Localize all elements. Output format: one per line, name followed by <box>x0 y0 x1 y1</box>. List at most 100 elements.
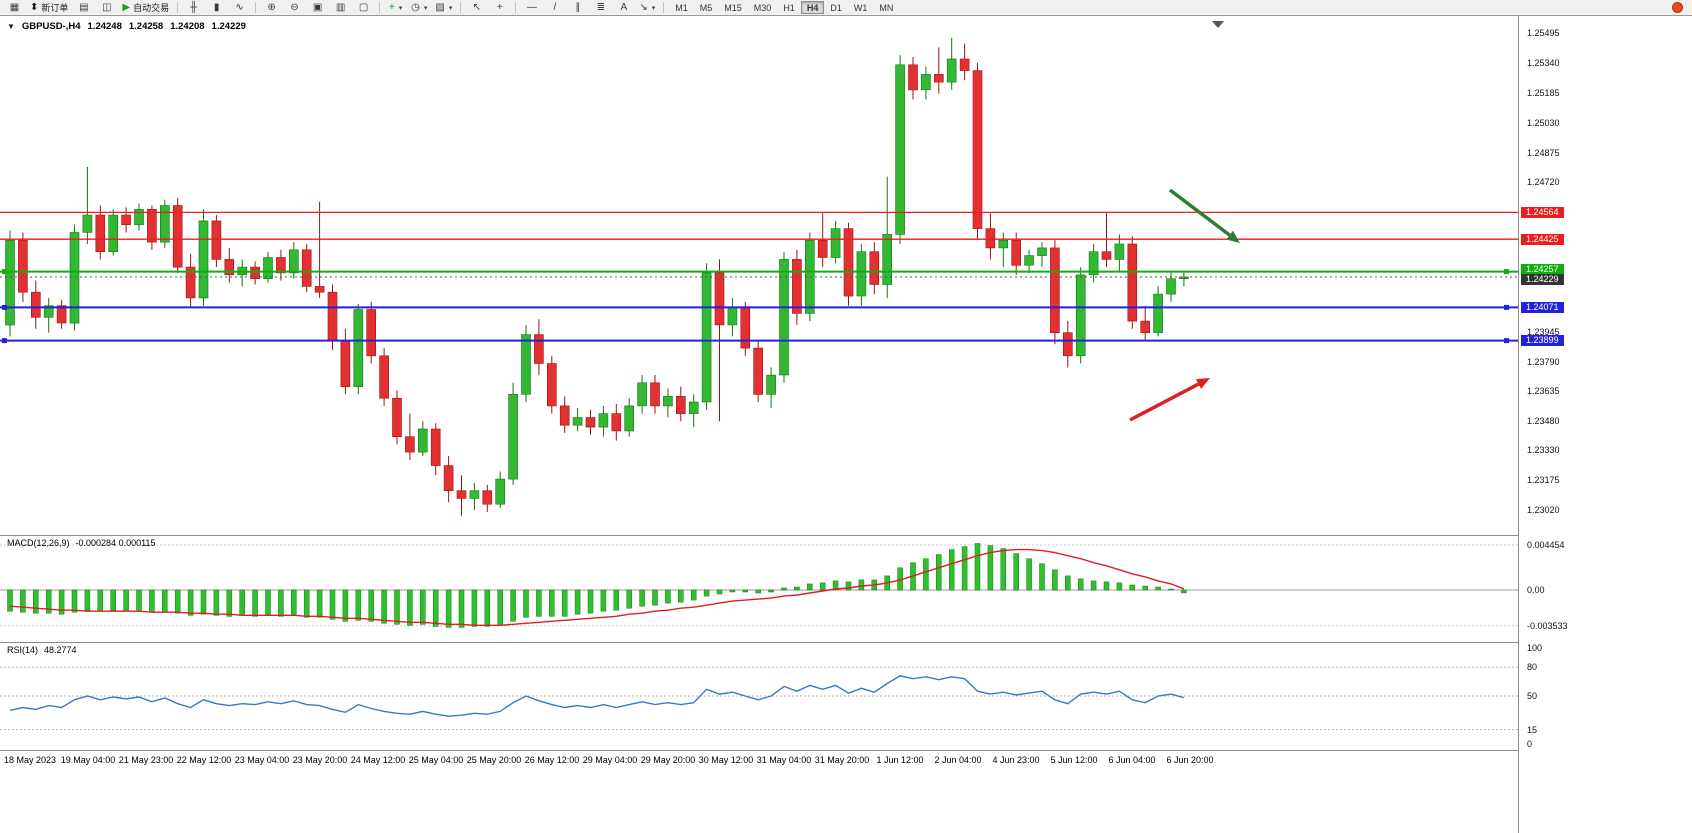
chart-shift-marker[interactable] <box>1212 21 1224 28</box>
timeframe-m5[interactable]: M5 <box>694 1 719 14</box>
timeframe-m1[interactable]: M1 <box>669 1 694 14</box>
green-arrow[interactable] <box>1168 188 1231 237</box>
periods-icon[interactable]: ◷ ▾ <box>408 0 430 15</box>
ohlc-high: 1.24258 <box>128 21 164 32</box>
macd-panel-canvas[interactable] <box>0 536 1518 642</box>
crosshair-icon[interactable]: + <box>489 0 510 15</box>
cursor-icon[interactable]: ↖ <box>466 0 487 15</box>
community-notification-icon[interactable] <box>1667 0 1688 15</box>
periods-icon-caret[interactable]: ▾ <box>423 4 428 12</box>
time-axis[interactable]: 18 May 2023 19 May 04:00 21 May 23:00 22 Ma… <box>0 751 1518 769</box>
candle-body <box>276 257 286 274</box>
candle-body <box>405 436 415 453</box>
macd-histogram-bar <box>549 589 555 617</box>
zoom-out-icon-glyph: ⊖ <box>290 2 299 13</box>
zoom-out-icon[interactable]: ⊖ <box>284 0 305 15</box>
fibonacci-icon[interactable]: ≣ <box>590 0 611 15</box>
line-handle[interactable] <box>2 338 7 344</box>
candle-body <box>637 382 647 407</box>
new-order-button[interactable]: ⬍ 新订单 <box>27 0 71 15</box>
ohlc-close: 1.24229 <box>211 21 246 32</box>
arrow-objects-icon[interactable]: ↘ ▾ <box>636 0 658 15</box>
tile-windows-icon[interactable]: ▣ <box>307 0 328 15</box>
price-axis-label: 1.25495 <box>1527 28 1560 38</box>
timeframe-h1[interactable]: H1 <box>777 1 801 14</box>
macd-histogram-bar <box>174 589 181 614</box>
panel-separator[interactable] <box>0 535 1692 536</box>
macd-histogram-bar <box>149 589 155 613</box>
new-chart-icon[interactable]: ▦ <box>4 0 25 15</box>
line-handle[interactable] <box>1504 269 1509 275</box>
candle-body <box>379 355 389 399</box>
templates-icon[interactable]: ▨ ▾ <box>432 0 455 15</box>
macd-histogram-bar <box>1181 589 1187 594</box>
line-handle[interactable] <box>2 269 7 275</box>
candle-body <box>869 251 880 285</box>
macd-histogram-bar <box>510 589 516 622</box>
text-label-icon[interactable]: A <box>613 0 634 15</box>
timeframe-m30[interactable]: M30 <box>748 1 778 14</box>
green-arrow-head <box>1226 230 1240 243</box>
macd-histogram-bar <box>329 589 336 620</box>
auto-arrange-icon[interactable]: ▥ <box>330 0 351 15</box>
market-watch-icon[interactable]: ▤ <box>73 0 94 15</box>
panel-separator[interactable] <box>0 642 1692 643</box>
panel-separator[interactable] <box>0 750 1692 751</box>
macd-histogram-bar <box>845 581 852 591</box>
macd-histogram-bar <box>381 589 387 624</box>
line-handle[interactable] <box>1504 338 1509 344</box>
price-axis-label: 1.23020 <box>1527 505 1560 515</box>
indicators-icon[interactable]: + ▾ <box>385 0 406 15</box>
templates-icon-caret[interactable]: ▾ <box>448 4 453 12</box>
candle-body <box>753 347 764 395</box>
candlestick-chart-icon[interactable]: ▮ <box>206 0 227 15</box>
timeframe-h4[interactable]: H4 <box>800 1 825 14</box>
one-click-trading-icon[interactable]: ▼ <box>7 22 15 31</box>
macd-histogram-bar <box>729 589 736 593</box>
candle-body <box>1063 332 1073 357</box>
timeframe-w1[interactable]: W1 <box>848 1 874 14</box>
candle-body <box>779 259 789 376</box>
timeframe-m15[interactable]: M15 <box>718 1 748 14</box>
horizontal-line-icon[interactable]: — <box>521 0 542 15</box>
candle-body <box>959 58 970 71</box>
macd-histogram-bar <box>1013 553 1019 591</box>
timeframe-d1[interactable]: D1 <box>824 1 848 14</box>
macd-histogram-bar <box>639 589 645 607</box>
arrow-objects-icon-caret[interactable]: ▾ <box>651 4 656 12</box>
track-chart-icon[interactable]: ▢ <box>353 0 374 15</box>
equidistant-channel-icon[interactable]: ∥ <box>567 0 588 15</box>
line-handle[interactable] <box>2 304 7 310</box>
autotrading-button[interactable]: ▶ 自动交易 <box>119 0 172 15</box>
macd-histogram-bar <box>974 543 981 591</box>
time-axis-label: 31 May 04:00 <box>756 755 812 765</box>
macd-histogram-bar <box>561 589 568 617</box>
red-arrow[interactable] <box>1129 382 1200 422</box>
line-chart-icon[interactable]: ∿ <box>229 0 250 15</box>
rsi-line <box>9 675 1185 717</box>
macd-histogram-bar <box>420 589 426 625</box>
candle-body <box>482 490 493 505</box>
navigator-icon[interactable]: ◫ <box>96 0 117 15</box>
indicators-icon-caret[interactable]: ▾ <box>398 4 403 12</box>
price-axis-label: 1.23330 <box>1527 445 1560 456</box>
toolbar-separator <box>255 2 257 13</box>
time-axis-label: 19 May 04:00 <box>60 755 116 765</box>
main-chart-canvas[interactable] <box>0 17 1518 535</box>
timeframe-mn[interactable]: MN <box>873 1 899 14</box>
price-axis[interactable]: 1.25495 1.25340 1.25185 1.25030 1.24875 1.247… <box>1518 16 1692 833</box>
candle-body <box>1011 239 1022 266</box>
bar-chart-icon[interactable]: ╫ <box>183 0 204 15</box>
trendline-icon[interactable]: / <box>544 0 565 15</box>
candle-body <box>727 307 738 326</box>
price-axis-label: 1.23635 <box>1527 386 1560 397</box>
macd-histogram-bar <box>1090 580 1097 591</box>
macd-histogram-bar <box>690 589 697 601</box>
price-axis-label: 1.23175 <box>1527 475 1560 486</box>
zoom-in-icon[interactable]: ⊕ <box>261 0 282 15</box>
macd-histogram-bar <box>226 589 233 617</box>
candle-body <box>30 291 41 318</box>
rsi-panel-canvas[interactable] <box>0 643 1518 750</box>
candle-body <box>624 405 635 432</box>
line-handle[interactable] <box>1504 304 1509 310</box>
